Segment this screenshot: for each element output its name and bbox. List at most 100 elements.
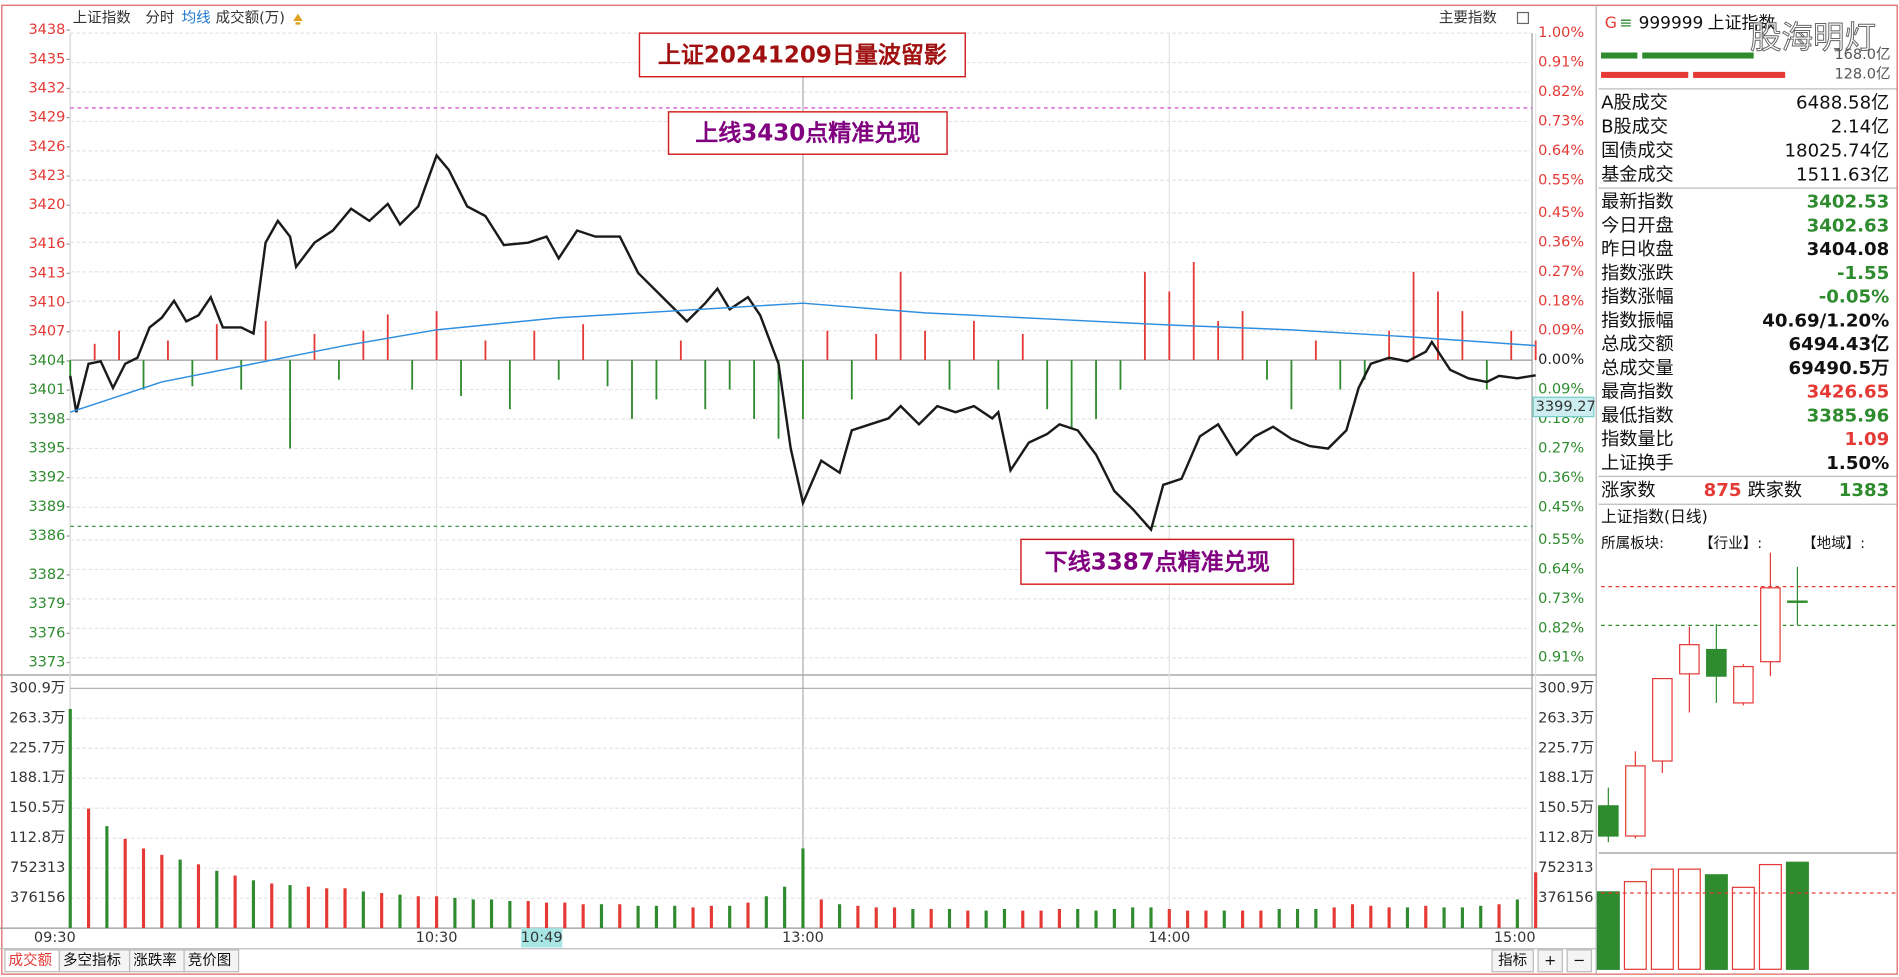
stat-value: 1.09 [1845, 429, 1890, 450]
volume-bar [1112, 909, 1116, 929]
volume-tick-label: 376156 [10, 890, 65, 906]
tab[interactable] [183, 949, 240, 973]
volume-bar [453, 897, 457, 929]
badge: G [1605, 13, 1617, 32]
y2-tick-label: 0.45% [1538, 499, 1584, 515]
volume-bar [306, 886, 310, 929]
y-tick-label: 3413 [28, 265, 65, 281]
turnover-label: A股成交 [1601, 92, 1668, 113]
y2-tick-label: 0.82% [1538, 84, 1584, 100]
cursor-label-bg [521, 928, 563, 948]
volume-bar [1369, 905, 1373, 929]
volume-bar [1424, 905, 1428, 929]
candle-body [1598, 805, 1619, 837]
turnover-value: 18025.74亿 [1785, 140, 1890, 161]
button[interactable] [1537, 949, 1563, 973]
mini-volume-bar [1731, 886, 1755, 970]
volume-bar [1057, 909, 1061, 929]
volume-bar [874, 907, 878, 929]
tab-label[interactable]: 成交额 [8, 951, 52, 969]
tab-label[interactable]: 竞价图 [188, 951, 232, 969]
stat-value: -1.55 [1837, 263, 1889, 284]
toolbar-item[interactable]: 分时 [145, 10, 174, 27]
y2-tick-label: 0.45% [1538, 205, 1584, 221]
volume-bar [709, 905, 713, 929]
volume-bar [1515, 899, 1519, 929]
toolbar-item[interactable]: 成交额(万) [216, 9, 285, 27]
mini-volume-bar [1758, 863, 1782, 970]
turnover-label: B股成交 [1601, 116, 1668, 137]
volume-tick-label: 112.8万 [9, 830, 65, 846]
toolbar-item[interactable]: 均线 [182, 10, 211, 27]
strength-bar [1601, 52, 1638, 59]
mini-title: 上证指数(日线) [1601, 507, 1708, 526]
breadth-down: 1383 [1839, 480, 1890, 501]
strength-bar [1601, 71, 1689, 78]
stat-label: 今日开盘 [1601, 215, 1674, 236]
y2-tick-label: 0.36% [1538, 234, 1584, 250]
y2-tick-label: 0.64% [1538, 143, 1584, 159]
y2-tick-label: 0.27% [1538, 440, 1584, 456]
stat-value: 1.50% [1826, 453, 1889, 474]
volume-bar [1442, 907, 1446, 929]
toolbar-item[interactable]: 上证指数 [73, 10, 132, 27]
tab-label[interactable]: 多空指标 [63, 952, 121, 969]
button[interactable] [1566, 949, 1592, 973]
y2-tick-label: 0.09% [1538, 382, 1584, 398]
average-line [70, 302, 1536, 413]
button-label[interactable]: + [1544, 953, 1556, 969]
volume-bar [1479, 905, 1483, 929]
volume-tick-label: 263.3万 [9, 710, 65, 726]
button[interactable] [1491, 949, 1534, 973]
y-tick-label: 3407 [28, 324, 65, 340]
mini-volume-bar [1596, 891, 1620, 970]
volume-bar [673, 905, 677, 929]
volume-bar [1277, 909, 1281, 929]
stat-label: 最高指数 [1601, 382, 1674, 403]
volume-bar [581, 904, 585, 929]
volume-tick-label: 112.8万 [1538, 830, 1594, 846]
volume-tick-label: 263.3万 [1538, 710, 1594, 726]
volume-bar [1405, 907, 1410, 929]
stat-label: 昨日收盘 [1601, 239, 1674, 260]
stat-value: -0.05% [1819, 287, 1890, 308]
volume-bar [618, 904, 622, 929]
button-label[interactable]: − [1573, 953, 1585, 969]
y-tick-label: 3404 [28, 353, 65, 369]
volume-bar [288, 885, 292, 929]
y-tick-label: 3389 [28, 499, 65, 515]
stat-value: 3385.96 [1807, 405, 1890, 426]
volume-bar [599, 904, 604, 929]
volume-bar [435, 896, 439, 929]
toolbar-right[interactable]: 主要指数 [1439, 10, 1498, 27]
menu-icon: ≡ [1619, 13, 1632, 32]
turnover-value: 6488.58亿 [1796, 92, 1889, 113]
volume-bar [691, 907, 695, 929]
volume-bar [325, 888, 329, 929]
volume-bar [1332, 907, 1336, 929]
annotation: 上线3430点精准兑现 [695, 120, 920, 147]
x-tick-label: 10:30 [416, 930, 458, 946]
watermark: 股海明灯 [1750, 20, 1876, 56]
button-label[interactable]: 指标 [1498, 952, 1527, 969]
volume-bar [1039, 910, 1043, 929]
stat-value: 3404.08 [1807, 239, 1890, 260]
candle-body [1679, 644, 1700, 675]
y2-tick-label: 0.36% [1538, 470, 1584, 486]
y-tick-label: 3392 [28, 470, 65, 486]
annotation-box [667, 111, 948, 155]
volume-tick-label: 752313 [10, 860, 65, 876]
y-tick-label: 3395 [28, 440, 65, 456]
volume-tick-label: 225.7万 [9, 740, 65, 756]
x-tick-label: 13:00 [782, 930, 824, 946]
y2-tick-label: 0.55% [1538, 172, 1584, 188]
volume-bar [1295, 909, 1300, 929]
volume-bar [1222, 910, 1226, 929]
volume-bar [1149, 907, 1153, 929]
mini-volume-bar [1704, 874, 1728, 970]
tab-label[interactable]: 涨跌率 [133, 952, 177, 969]
volume-bar [1204, 910, 1208, 929]
y-tick-label: 3398 [28, 411, 65, 427]
volume-bar [1021, 910, 1025, 929]
